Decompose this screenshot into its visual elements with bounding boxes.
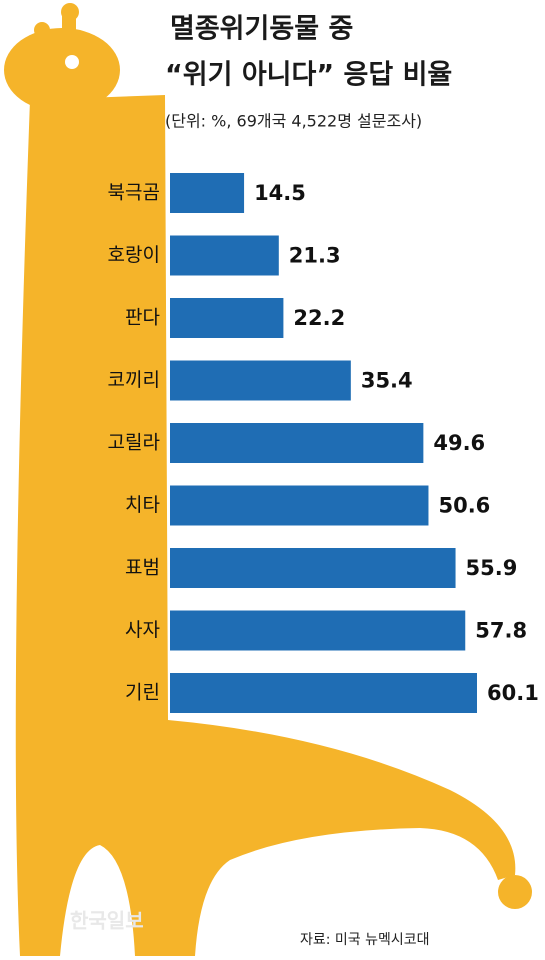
category-label: 호랑이 <box>108 244 160 266</box>
bar <box>170 548 456 588</box>
category-label: 사자 <box>125 619 160 641</box>
category-label: 북극곰 <box>108 182 160 204</box>
value-label: 49.6 <box>433 431 485 455</box>
giraffe-illustration <box>4 3 532 956</box>
category-label: 기린 <box>125 682 160 704</box>
value-label: 60.1 <box>487 681 539 705</box>
category-label: 표범 <box>125 557 160 579</box>
value-label: 57.8 <box>475 619 527 643</box>
bar <box>170 298 284 338</box>
chart-title: “위기 아니다” 응답 비율 <box>165 60 452 91</box>
value-label: 55.9 <box>466 556 518 580</box>
chart-subtitle: (단위: %, 69개국 4,522명 설문조사) <box>165 112 422 131</box>
chart-title: 멸종위기동물 중 <box>170 14 353 45</box>
giraffe-eye <box>65 55 79 69</box>
bar <box>170 360 351 401</box>
category-label: 코끼리 <box>108 369 160 391</box>
value-label: 50.6 <box>438 494 490 518</box>
source: 자료: 미국 뉴멕시코대 <box>300 932 430 948</box>
category-label: 치타 <box>125 494 160 516</box>
bar <box>170 173 245 213</box>
value-label: 14.5 <box>254 181 306 205</box>
bar <box>170 610 466 651</box>
category-label: 판다 <box>125 307 160 329</box>
value-label: 21.3 <box>289 244 341 268</box>
value-label: 22.2 <box>293 306 345 330</box>
bar <box>170 485 429 526</box>
bar <box>170 673 477 713</box>
category-label: 고릴라 <box>108 432 160 454</box>
bar <box>170 423 424 463</box>
value-label: 35.4 <box>361 369 413 393</box>
watermark: 한국일보 <box>70 909 144 933</box>
bar <box>170 235 279 276</box>
